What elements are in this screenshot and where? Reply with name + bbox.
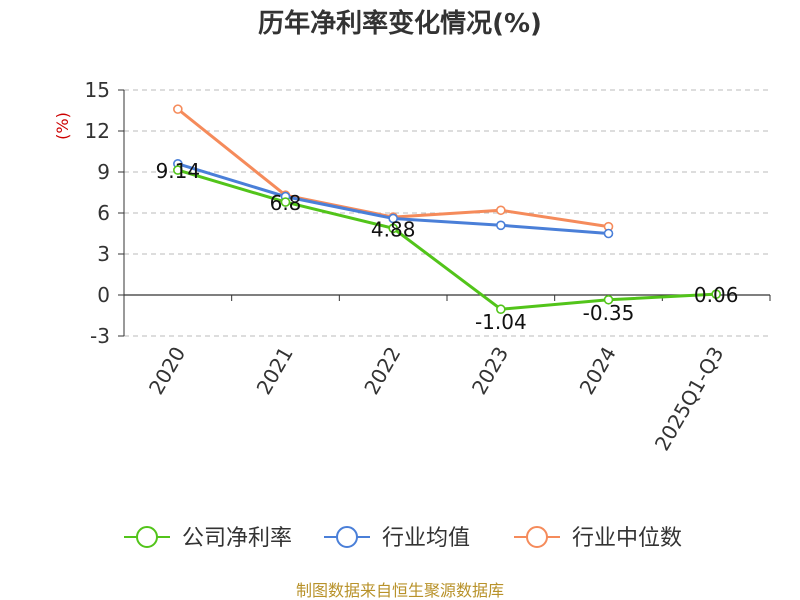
data-point (388, 223, 398, 234)
x-tick-label: 2020 (144, 343, 190, 399)
data-point (711, 289, 721, 299)
data-label: -1.04 (475, 310, 527, 334)
y-tick-label: -3 (90, 324, 110, 348)
data-point (496, 220, 506, 231)
x-tick-label: 2022 (359, 343, 405, 399)
x-tick-label: 2021 (252, 343, 298, 399)
y-tick-label: 3 (97, 242, 110, 266)
legend-marker (136, 526, 158, 548)
data-source-note: 制图数据来自恒生聚源数据库 (296, 581, 504, 600)
data-label: -0.35 (583, 301, 635, 325)
data-point (496, 304, 506, 315)
y-tick-label: 15 (85, 78, 110, 102)
data-point (603, 294, 614, 305)
legend-label: 行业均值 (382, 526, 470, 551)
y-tick-label: 0 (97, 283, 110, 307)
chart-legend: 公司净利率 行业均值 行业中位数 (124, 526, 682, 551)
data-label: 6.8 (270, 191, 302, 215)
legend-marker (526, 526, 548, 548)
data-point (496, 205, 506, 216)
y-axis-unit-label: (%) (53, 112, 72, 140)
legend-label: 行业中位数 (572, 526, 682, 551)
x-tick-label: 2023 (467, 343, 513, 399)
series-line (177, 168, 717, 311)
legend-label: 公司净利率 (182, 526, 292, 551)
data-point (173, 165, 183, 175)
data-label: 9.14 (156, 159, 201, 183)
x-tick-label: 2024 (575, 343, 621, 399)
series-line (176, 107, 609, 229)
x-tick-label: 2025Q1-Q3 (650, 343, 729, 455)
data-label: 0.06 (694, 283, 739, 307)
data-point (388, 213, 398, 224)
y-tick-label: 12 (85, 119, 110, 143)
data-point (280, 197, 291, 207)
data-label: 4.88 (371, 217, 416, 241)
y-tick-label: 9 (97, 160, 110, 184)
legend-marker (336, 526, 358, 548)
y-tick-label: 6 (97, 201, 110, 225)
chart-title: 历年净利率变化情况(%) (258, 8, 542, 39)
data-point (603, 228, 614, 239)
data-point (173, 104, 183, 114)
